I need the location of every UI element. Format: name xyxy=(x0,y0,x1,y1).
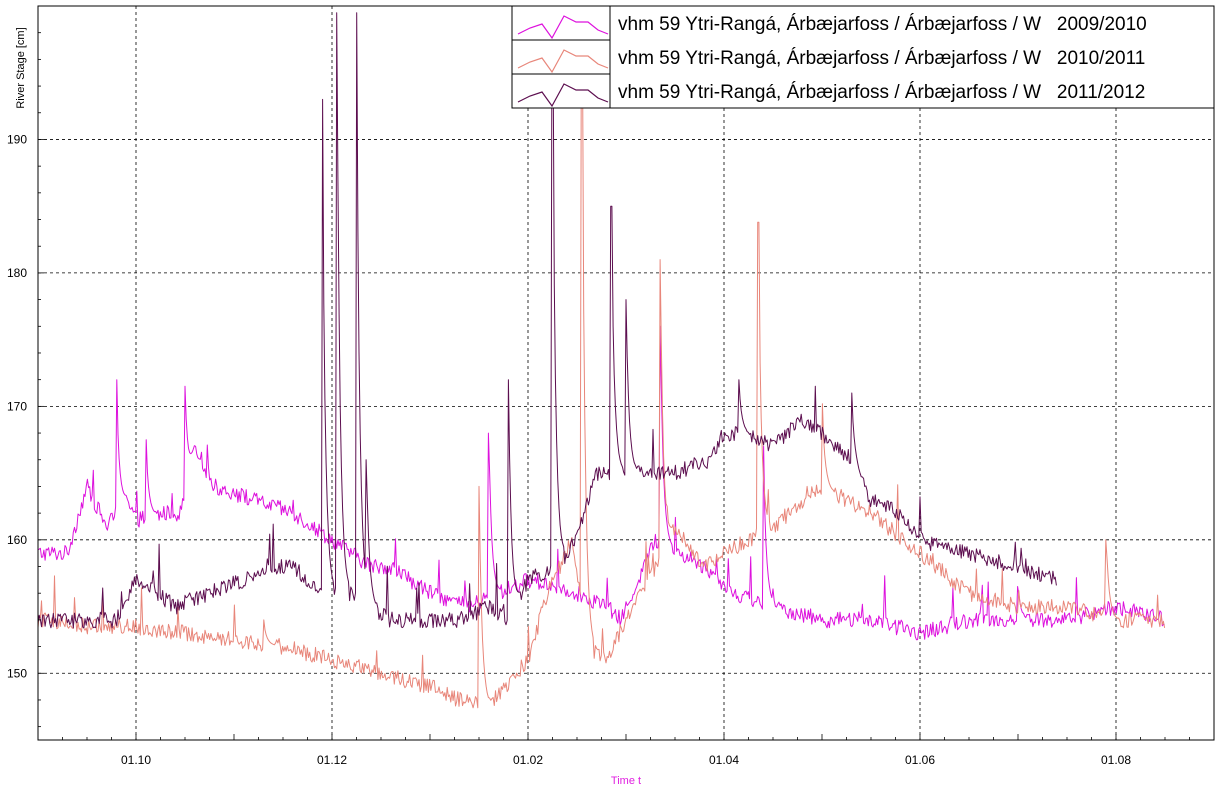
axes: 01.10 01.12 01.02 01.04 01.06 01.08 150 160 170 1… xyxy=(7,5,1215,767)
series-line xyxy=(37,325,1165,641)
legend-entry-label: vhm 59 Ytri-Rangá, Árbæjarfoss / Árbæjar… xyxy=(618,48,1145,69)
series-line xyxy=(37,52,1166,709)
y-tick-label: 150 xyxy=(7,666,27,680)
x-tick-label: 01.06 xyxy=(905,753,935,767)
grid-lines xyxy=(38,6,1214,740)
x-tick-label: 01.02 xyxy=(513,753,543,767)
legend-swatch xyxy=(517,15,609,40)
x-tick-label: 01.08 xyxy=(1101,753,1131,767)
plot-area-frame xyxy=(37,5,1215,741)
legend: vhm 59 Ytri-Rangá, Árbæjarfoss / Árbæjar… xyxy=(511,5,1215,109)
x-tick-label: 01.04 xyxy=(709,753,739,767)
legend-swatch xyxy=(517,49,609,74)
x-tick-label: 01.12 xyxy=(317,753,347,767)
legend-swatch xyxy=(517,83,609,108)
legend-entry-label: vhm 59 Ytri-Rangá, Árbæjarfoss / Árbæjar… xyxy=(618,14,1147,35)
y-axis-title: River Stage [cm] xyxy=(15,27,27,108)
series-lines xyxy=(37,12,1166,709)
x-axis-title: Time t xyxy=(611,775,641,787)
x-tick-label: 01.10 xyxy=(121,753,151,767)
y-tick-label: 170 xyxy=(7,399,27,413)
y-tick-label: 190 xyxy=(7,132,27,146)
legend-box xyxy=(511,5,1215,109)
legend-entry-label: vhm 59 Ytri-Rangá, Árbæjarfoss / Árbæjar… xyxy=(618,82,1145,103)
legend-swatch-cell xyxy=(511,73,611,109)
y-tick-label: 160 xyxy=(7,533,27,547)
y-tick-label: 180 xyxy=(7,266,27,280)
series-line xyxy=(37,12,1057,629)
